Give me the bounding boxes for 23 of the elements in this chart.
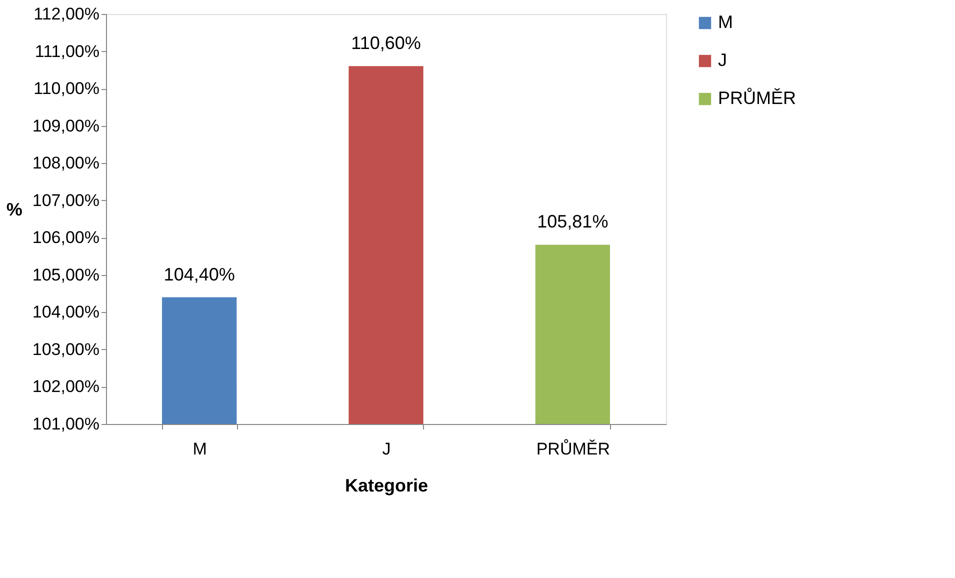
y-tick-label: 110,00% <box>34 79 100 98</box>
y-tick-label: 108,00% <box>32 154 100 173</box>
x-axis-title: Kategorie <box>344 476 428 496</box>
y-tick-label: 104,00% <box>32 302 100 322</box>
legend-label: J <box>718 50 727 70</box>
data-label: 104,40% <box>164 264 235 284</box>
data-label: 105,81% <box>537 212 608 232</box>
y-tick-label: 111,00% <box>34 42 100 61</box>
x-tick-label: PRŮMĚR <box>536 438 610 458</box>
y-tick-label: 106,00% <box>32 228 100 248</box>
y-tick-label: 105,00% <box>32 265 100 284</box>
y-tick-label: 101,00% <box>32 414 100 434</box>
y-tick-label: 109,00% <box>32 116 100 136</box>
y-axis-title: % <box>6 200 22 220</box>
y-tick-label: 102,00% <box>32 377 100 396</box>
x-tick-label: J <box>382 440 391 458</box>
y-tick-label: 112,00% <box>34 4 100 24</box>
y-tick-label: 103,00% <box>32 340 100 359</box>
data-label: 110,60% <box>351 33 421 54</box>
y-tick-label: 107,00% <box>32 190 100 210</box>
x-tick-label: M <box>192 440 207 458</box>
legend-label: M <box>718 12 733 32</box>
legend-label: PRŮMĚR <box>718 87 796 108</box>
